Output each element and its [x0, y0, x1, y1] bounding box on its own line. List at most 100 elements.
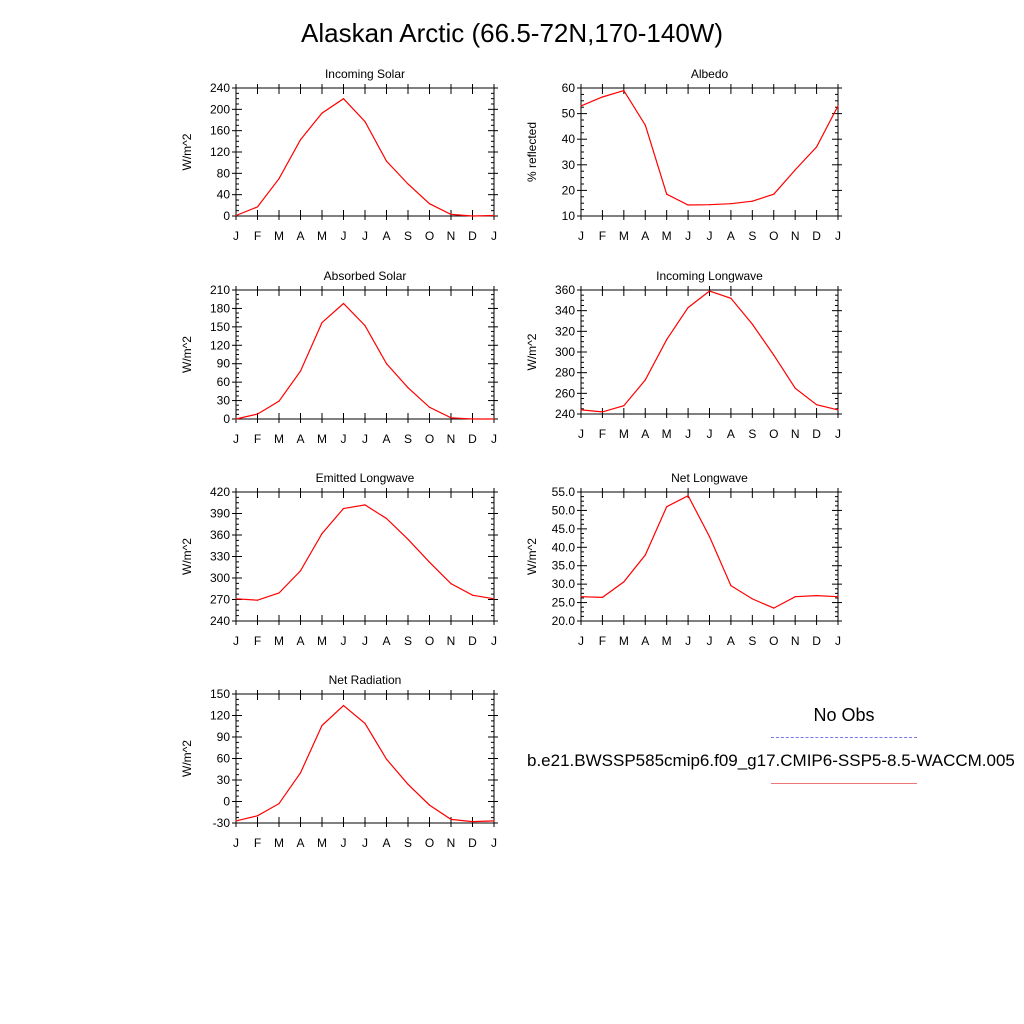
- x-tick-label: A: [727, 229, 735, 243]
- y-tick-label: 90: [217, 730, 231, 744]
- data-point: [837, 105, 839, 107]
- y-tick-label: 10: [562, 209, 576, 223]
- x-tick-label: M: [317, 634, 327, 648]
- data-point: [493, 214, 495, 217]
- x-tick-label: A: [382, 634, 390, 648]
- data-point: [730, 585, 732, 587]
- x-tick-label: J: [685, 634, 691, 648]
- x-tick-label: F: [254, 229, 261, 243]
- data-point: [385, 517, 388, 520]
- data-point: [730, 203, 732, 205]
- x-tick-label: S: [748, 229, 756, 243]
- y-tick-label: 240: [210, 81, 230, 95]
- data-point: [428, 406, 431, 408]
- y-tick-label: 420: [210, 485, 230, 499]
- data-point: [837, 409, 839, 411]
- x-tick-label: J: [578, 427, 584, 441]
- data-point: [687, 204, 689, 206]
- x-tick-label: D: [468, 634, 477, 648]
- data-point: [364, 325, 366, 327]
- x-tick-label: M: [662, 229, 672, 243]
- data-point: [623, 89, 625, 92]
- data-point: [235, 598, 237, 600]
- y-tick-label: 280: [555, 366, 575, 380]
- y-axis-label: W/m^2: [180, 133, 194, 170]
- y-tick-label: 180: [210, 301, 230, 315]
- data-point: [601, 596, 604, 599]
- data-point: [815, 146, 818, 148]
- x-tick-label: M: [317, 229, 327, 243]
- y-tick-label: 45.0: [552, 522, 576, 536]
- x-tick-label: S: [748, 634, 756, 648]
- data-point: [580, 105, 582, 107]
- data-point: [407, 387, 409, 389]
- data-point: [428, 561, 431, 563]
- y-tick-label: 260: [555, 386, 575, 400]
- x-tick-label: S: [404, 836, 412, 850]
- y-tick-label: 55.0: [552, 485, 576, 499]
- data-point: [450, 417, 452, 419]
- x-tick-label: S: [748, 427, 756, 441]
- x-tick-label: N: [791, 427, 800, 441]
- data-point: [623, 581, 625, 583]
- data-point: [471, 418, 474, 420]
- data-point: [794, 596, 796, 598]
- x-tick-label: M: [662, 427, 672, 441]
- data-point: [644, 379, 646, 381]
- data-point: [256, 413, 259, 415]
- plot-frame: [235, 491, 495, 622]
- y-tick-label: 20: [562, 183, 576, 197]
- x-tick-label: A: [641, 229, 649, 243]
- y-axis-label: W/m^2: [525, 333, 539, 370]
- figure-title: Alaskan Arctic (66.5-72N,170-140W): [301, 18, 723, 48]
- y-tick-label: 240: [210, 614, 230, 628]
- x-tick-label: D: [468, 229, 477, 243]
- data-point: [428, 804, 431, 806]
- y-tick-label: 120: [210, 145, 230, 159]
- x-tick-label: A: [382, 836, 390, 850]
- x-tick-label: A: [382, 432, 390, 446]
- x-tick-label: J: [362, 836, 368, 850]
- x-tick-label: A: [641, 427, 649, 441]
- x-tick-label: J: [835, 229, 841, 243]
- data-point: [751, 200, 753, 202]
- series-line: [235, 97, 495, 217]
- x-tick-label: J: [233, 229, 239, 243]
- series-line: [235, 302, 494, 420]
- x-tick-label: N: [447, 634, 456, 648]
- y-axis-label: W/m^2: [180, 740, 194, 777]
- x-tick-label: J: [685, 427, 691, 441]
- x-tick-label: J: [341, 836, 347, 850]
- data-point: [299, 139, 302, 141]
- panel-title: Incoming Longwave: [656, 269, 763, 283]
- x-tick-label: J: [578, 634, 584, 648]
- x-tick-label: J: [233, 432, 239, 446]
- x-tick-label: S: [404, 432, 412, 446]
- panel-2: Absorbed Solar W/m^2 0 30 60 90 120 150 180 210 J F…: [180, 269, 498, 446]
- data-point: [299, 370, 302, 372]
- x-tick-label: M: [317, 836, 327, 850]
- y-tick-label: 150: [210, 320, 230, 334]
- x-tick-label: M: [274, 229, 284, 243]
- x-tick-label: J: [707, 427, 713, 441]
- x-tick-label: J: [233, 634, 239, 648]
- x-tick-label: M: [274, 836, 284, 850]
- x-tick-label: O: [425, 634, 434, 648]
- data-point: [773, 193, 775, 195]
- x-tick-label: D: [468, 432, 477, 446]
- x-tick-label: A: [727, 427, 735, 441]
- x-tick-label: M: [317, 432, 327, 446]
- x-tick-label: J: [707, 634, 713, 648]
- data-point: [666, 506, 668, 508]
- data-point: [278, 400, 280, 402]
- y-tick-label: 340: [555, 304, 575, 318]
- data-point: [708, 535, 711, 538]
- x-tick-label: S: [404, 229, 412, 243]
- x-tick-label: M: [619, 229, 629, 243]
- x-tick-label: J: [233, 836, 239, 850]
- data-point: [407, 183, 409, 185]
- data-point: [342, 302, 345, 305]
- plot-frame: [580, 87, 839, 217]
- data-point: [644, 554, 646, 556]
